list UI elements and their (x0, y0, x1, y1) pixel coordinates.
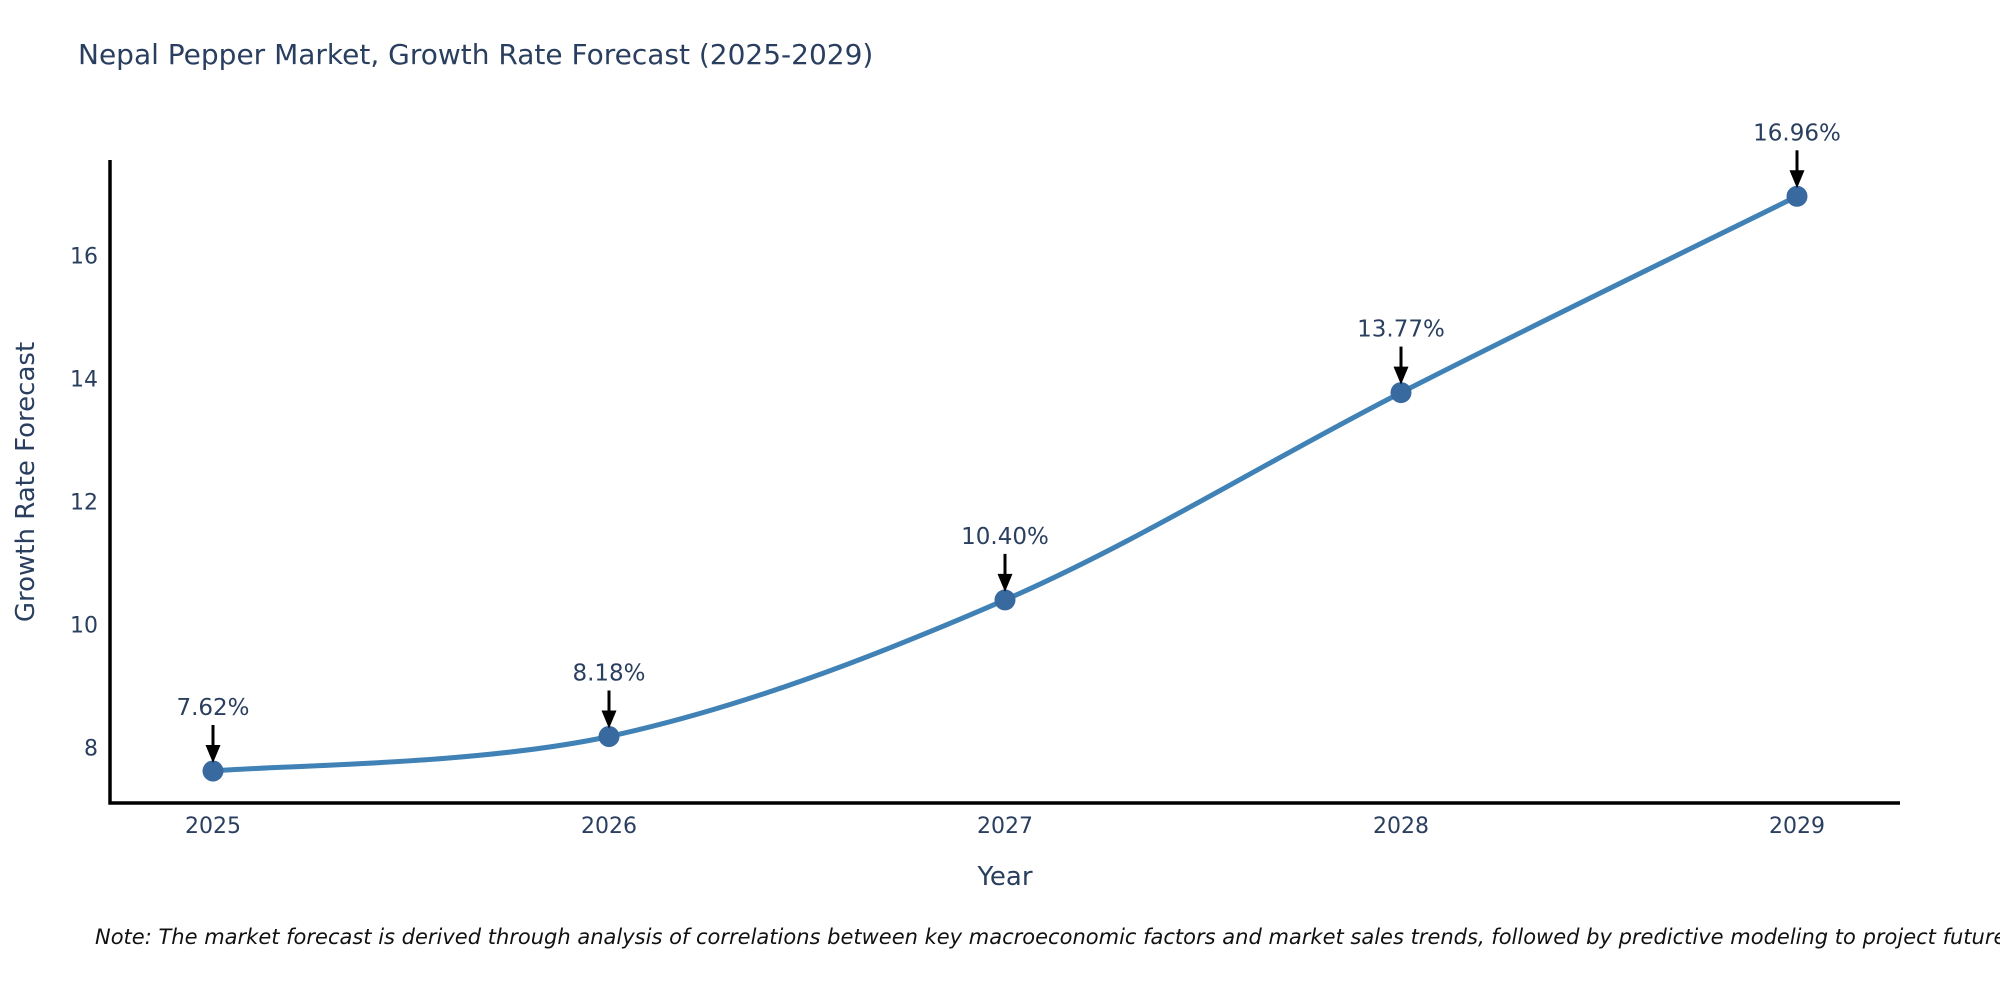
x-axis-title: Year (977, 862, 1033, 892)
x-tick-label: 2028 (1373, 814, 1429, 839)
annotation-arrowhead (205, 745, 221, 763)
footnote: Note: The market forecast is derived thr… (95, 925, 2000, 949)
point-value-label: 7.62% (176, 695, 249, 721)
data-point-marker (202, 760, 224, 782)
annotation-arrowhead (601, 710, 617, 729)
y-tick-label: 12 (70, 491, 98, 516)
data-point-marker (1786, 185, 1808, 207)
annotation-arrowhead (1393, 366, 1409, 385)
x-tick-label: 2029 (1769, 814, 1825, 839)
annotation-arrowhead (1789, 170, 1805, 189)
y-tick-label: 10 (70, 614, 98, 639)
axis-spines (108, 160, 1900, 805)
x-tick-label: 2026 (581, 814, 637, 839)
point-value-label: 10.40% (961, 524, 1049, 550)
data-point-marker (1390, 382, 1412, 404)
point-value-label: 16.96% (1753, 120, 1841, 146)
x-tick-label: 2027 (977, 814, 1033, 839)
y-tick-label: 8 (84, 737, 98, 762)
point-value-label: 13.77% (1357, 317, 1445, 343)
data-point-marker (598, 726, 620, 747)
data-point-marker (994, 589, 1016, 611)
annotation-arrowhead (997, 573, 1013, 592)
x-tick-label: 2025 (185, 814, 241, 839)
y-tick-label: 14 (70, 367, 98, 392)
y-tick-label: 16 (70, 244, 98, 269)
chart-title: Nepal Pepper Market, Growth Rate Forecas… (78, 38, 874, 71)
point-value-label: 8.18% (572, 661, 645, 687)
series-line (212, 194, 1799, 774)
